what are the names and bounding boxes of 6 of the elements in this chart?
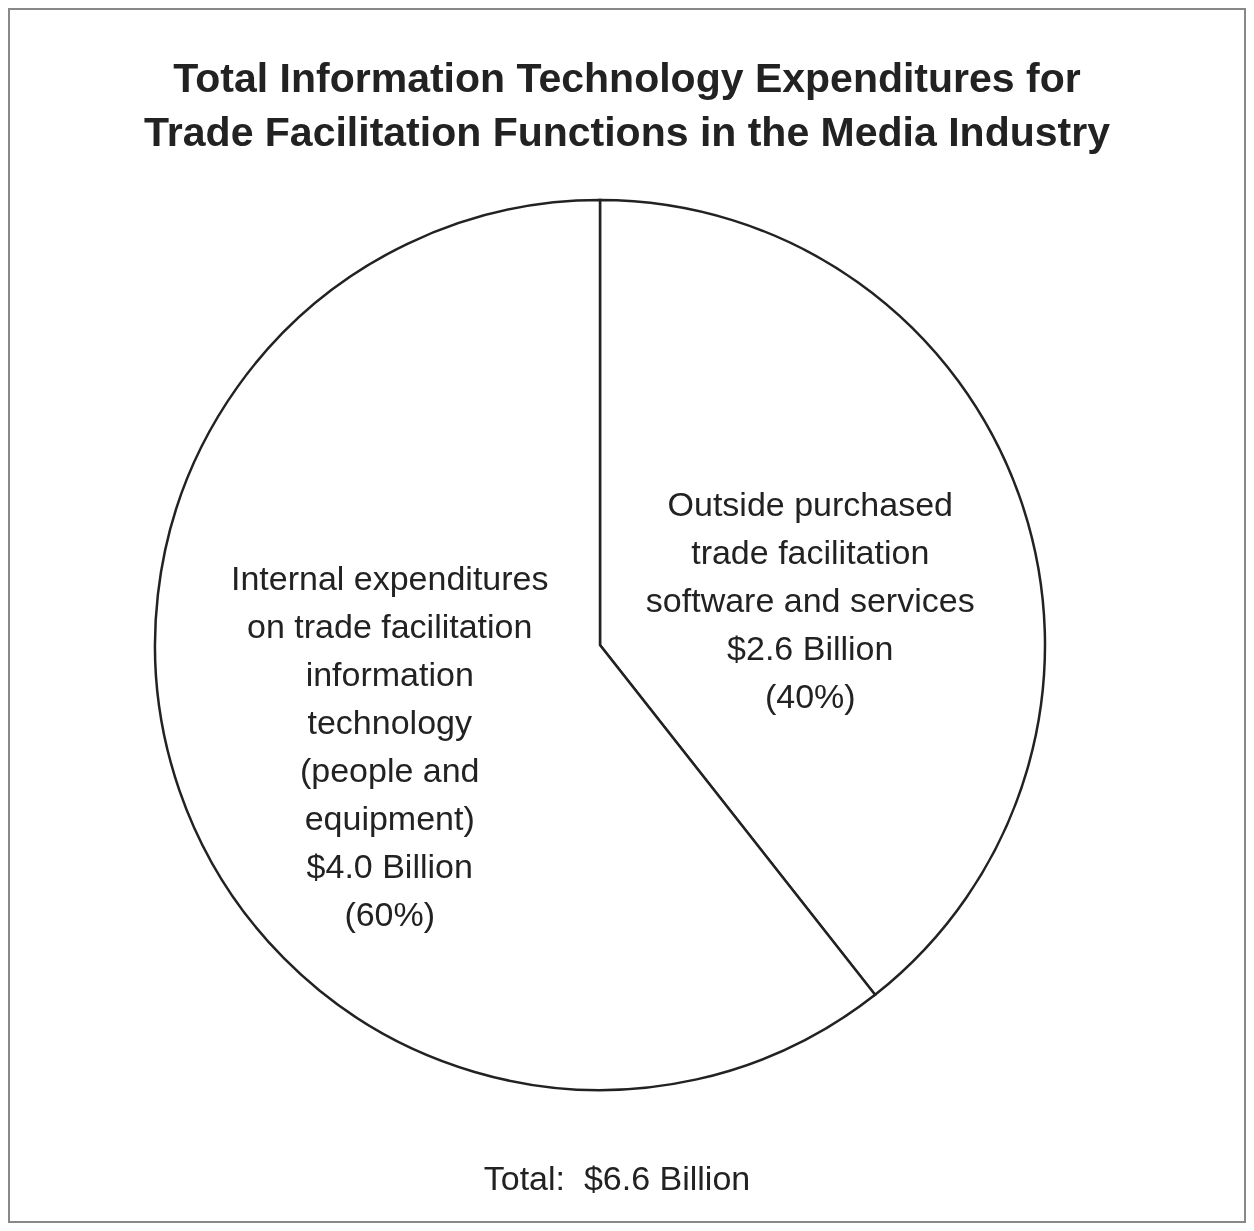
data-label: $4.0 Billion (60%)	[306, 846, 473, 933]
data-label: $2.6 Billion (40%)	[727, 629, 894, 716]
text: Total: $6.6 Billion	[483, 1159, 751, 1197]
chart-title: Total Information Technology Expenditures for Trade Facilitation Functions in the Media Industry	[144, 55, 1111, 155]
slice-label: Internal expenditures on trade facilitation information technology (people and equipment)	[230, 558, 549, 837]
slice-label: Outside purchased trade facilitation software and services	[645, 485, 975, 620]
